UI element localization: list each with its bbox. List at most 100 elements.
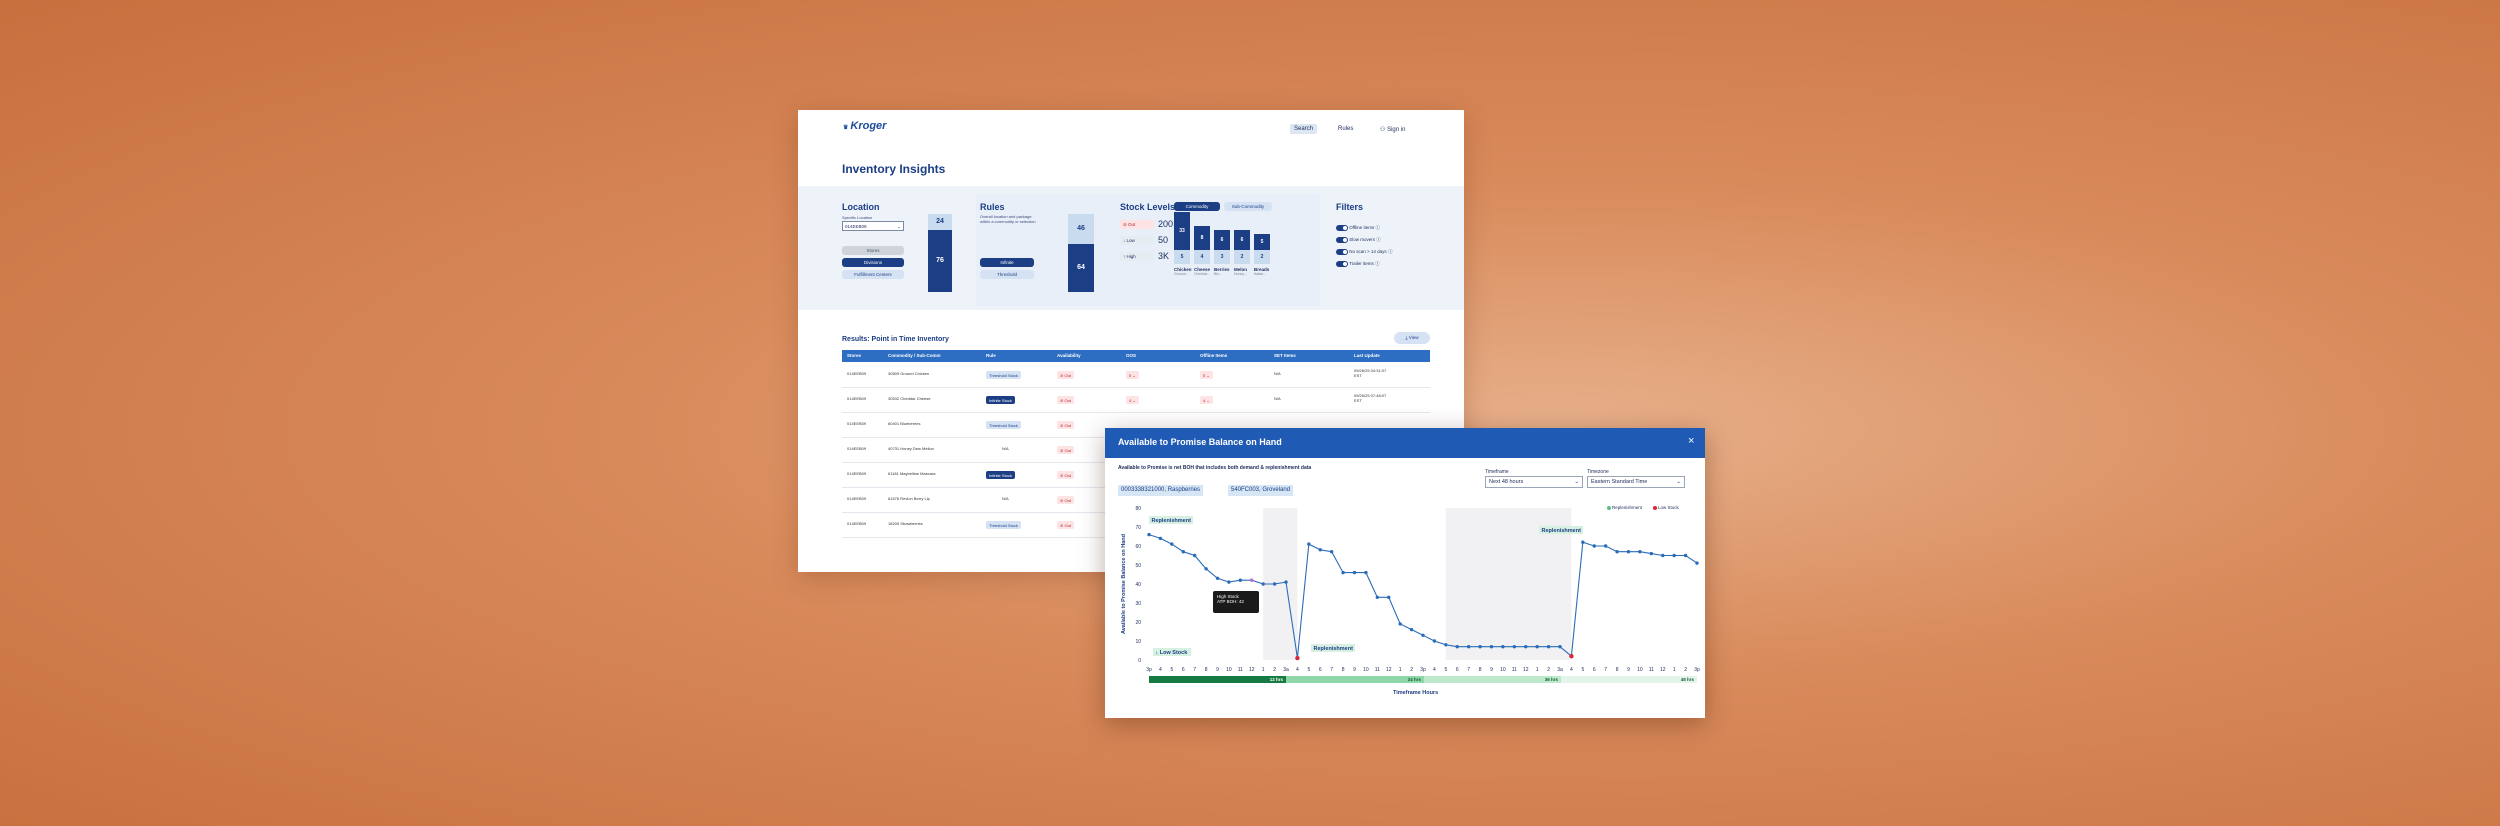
cell-rule[interactable]: Infinite Stock [986, 396, 1015, 404]
col-last-update[interactable]: Last Update [1354, 353, 1380, 358]
col-oos[interactable]: OOS [1126, 353, 1137, 358]
table-row[interactable]: 014EEB09 61181 Maybelline Mascara Infinite… [842, 462, 1430, 487]
table-row[interactable]: 014EEB09 18205 Strawberries Threshold Stoc… [842, 512, 1430, 537]
cell-offline[interactable]: 4 ⌄ [1200, 396, 1213, 404]
specific-location-label: Specific Location [842, 215, 873, 220]
x-tick-label: 12 [1660, 667, 1666, 673]
tab-sub-commodity[interactable]: Sub-Commodity [1224, 202, 1272, 211]
cell-availability[interactable]: ⊘ Out [1057, 371, 1074, 379]
cell-store: 014EEB09 [847, 496, 867, 501]
col-rule[interactable]: Rule [986, 353, 996, 358]
legend-low-stock: Low Stock [1653, 505, 1679, 510]
stock-column-4[interactable]: 5 2 Breads Italian... [1254, 234, 1270, 276]
low-stock-annotation: ↓ Low Stock [1156, 650, 1189, 656]
cell-oos[interactable]: 5 ⌄ [1126, 371, 1139, 379]
location-title: Location [842, 202, 880, 212]
cell-set: N/A [1274, 371, 1281, 376]
x-tick-label: 10 [1226, 667, 1232, 673]
stock-column-2[interactable]: 6 3 Berries Blu... [1214, 230, 1230, 276]
cell-availability[interactable]: ⊘ Out [1057, 521, 1074, 529]
cell-availability[interactable]: ⊘ Out [1057, 471, 1074, 479]
rules-title: Rules [980, 202, 1005, 212]
location-card: Location Specific Location 014EEB09 ⌄ Sto… [838, 194, 968, 306]
stock-column-name: Chicken [1174, 267, 1192, 272]
data-point [1170, 542, 1174, 546]
close-icon[interactable]: × [1688, 435, 1695, 447]
x-tick-label: 5 [1307, 667, 1310, 673]
stock-column-0[interactable]: 33 5 Chicken Ground... [1174, 212, 1192, 276]
data-point [1387, 595, 1391, 599]
col-availability[interactable]: Availability [1057, 353, 1081, 358]
cell-availability[interactable]: ⊘ Out [1057, 496, 1074, 504]
location-bar-bottom: 76 [928, 230, 952, 292]
stock-out-tag[interactable]: ⊘ Out [1120, 220, 1154, 229]
stock-column-name: Cheese [1194, 267, 1211, 272]
cell-rule[interactable]: Infinite Stock [986, 471, 1015, 479]
view-button[interactable]: ⤓ View [1394, 332, 1430, 344]
cell-availability[interactable]: ⊘ Out [1057, 396, 1074, 404]
toggle-switch[interactable] [1336, 249, 1348, 255]
x-tick-label: 9 [1627, 667, 1630, 673]
cell-rule[interactable]: Threshold Stock [986, 371, 1021, 379]
nav-rules-link[interactable]: Rules [1338, 126, 1354, 132]
col-stores[interactable]: Stores [847, 353, 862, 358]
location-option-divisions[interactable]: Divisions [842, 258, 904, 267]
tab-commodity[interactable]: Commodity [1174, 202, 1220, 211]
stock-low-tag[interactable]: ↓ Low [1120, 236, 1154, 245]
table-row[interactable]: 014EEB09 40731 Honey Dew Mellon N/A ⊘ Out [842, 437, 1430, 462]
stock-high-tag[interactable]: ↑ High [1120, 252, 1154, 261]
replenishment-annotation-bg [1539, 526, 1583, 534]
table-row[interactable]: 014EEB09 61576 Revlon Berry Lip N/A ⊘ Out [842, 487, 1430, 512]
filter-no-scan[interactable]: No scan > 14 days ⓘ [1336, 249, 1392, 255]
data-point [1329, 550, 1334, 554]
data-point [1478, 645, 1482, 649]
rules-bar-bottom: 64 [1068, 244, 1094, 292]
replenishment-annotation: Replenishment [1542, 528, 1582, 534]
location-option-fulfillment[interactable]: Fulfillment Centers [842, 270, 904, 279]
arrow-up-icon: ↑ [1123, 254, 1126, 259]
col-commodity[interactable]: Commodity / Sub-Comm [888, 353, 941, 358]
table-row[interactable]: 014EEB09 60401 Blueberries Threshold Stock… [842, 412, 1430, 437]
timeframe-select[interactable]: Next 48 hours ⌄ [1485, 476, 1583, 488]
x-tick-label: 1 [1262, 667, 1265, 673]
stock-column-3[interactable]: 6 2 Melon Honey... [1234, 230, 1250, 276]
timeline-12hrs: 12 hrs [1149, 676, 1286, 683]
nav-signin-link[interactable]: ⚇ Sign in [1380, 127, 1406, 133]
cell-availability[interactable]: ⊘ Out [1057, 446, 1074, 454]
cell-updated: 09/26/25 07:48:07 EST [1354, 393, 1387, 403]
location-select[interactable]: 014EEB09 ⌄ [842, 221, 904, 231]
cell-rule[interactable]: Threshold Stock [986, 421, 1021, 429]
col-offline-items[interactable]: Offline Items [1200, 353, 1228, 358]
x-tick-label: 6 [1593, 667, 1596, 673]
toggle-switch[interactable] [1336, 237, 1348, 243]
cell-oos[interactable]: 4 ⌄ [1126, 396, 1139, 404]
timeline-36hrs: 36 hrs [1424, 676, 1561, 683]
rule-option-infinite[interactable]: Infinite [980, 258, 1034, 267]
cell-availability[interactable]: ⊘ Out [1057, 421, 1074, 429]
kroger-logo[interactable]: ♛ Kroger [843, 120, 887, 132]
alert-icon: ⊘ [1123, 222, 1127, 227]
toggle-switch[interactable] [1336, 261, 1348, 267]
cell-rule[interactable]: Threshold Stock [986, 521, 1021, 529]
col-set-items[interactable]: SET Items [1274, 353, 1296, 358]
stock-column-1[interactable]: 8 4 Cheese Cheddar... [1194, 226, 1210, 276]
filter-offline-items[interactable]: Offline items ⓘ [1336, 225, 1380, 231]
filter-slow-movers[interactable]: Slow movers ⓘ [1336, 237, 1381, 243]
y-tick-label: 30 [1135, 601, 1141, 607]
rule-option-threshold[interactable]: Threshold [980, 270, 1034, 279]
cell-offline[interactable]: 5 ⌄ [1200, 371, 1213, 379]
x-tick-label: 6 [1319, 667, 1322, 673]
y-tick-label: 60 [1135, 544, 1141, 550]
cell-store: 014EEB09 [847, 421, 867, 426]
timezone-select[interactable]: Eastern Standard Time ⌄ [1587, 476, 1685, 488]
x-tick-label: 12 [1249, 667, 1255, 673]
data-point [1409, 627, 1414, 632]
table-row[interactable]: 014EEB09 30509 Ground Chicken Threshold St… [842, 362, 1430, 387]
nav-search-link[interactable]: Search [1290, 124, 1318, 134]
toggle-switch[interactable] [1336, 225, 1348, 231]
cell-commodity: 40731 Honey Dew Mellon [888, 446, 934, 451]
filter-trailer-items[interactable]: Trailer items ⓘ [1336, 261, 1380, 267]
location-option-stores[interactable]: Stores [842, 246, 904, 255]
insights-panel: Location Specific Location 014EEB09 ⌄ Sto… [798, 186, 1464, 310]
table-row[interactable]: 014EEB09 30532 Cheddar Cheese Infinite Sto… [842, 387, 1430, 412]
